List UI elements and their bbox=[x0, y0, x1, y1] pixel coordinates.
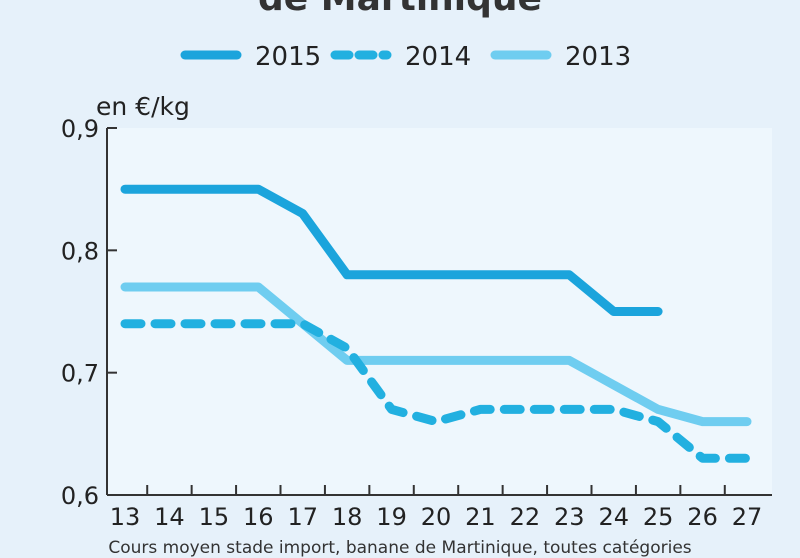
series-line-2015 bbox=[120, 184, 663, 316]
x-tick-label: 23 bbox=[554, 503, 585, 531]
x-tick-label: 19 bbox=[376, 503, 407, 531]
y-tick-label: 0,7 bbox=[61, 360, 99, 388]
x-tick-label: 27 bbox=[732, 503, 763, 531]
chart-title: de Martinique bbox=[0, 0, 800, 19]
y-tick-label: 0,8 bbox=[61, 237, 99, 265]
x-tick-label: 22 bbox=[510, 503, 541, 531]
legend-label-2015: 2015 bbox=[255, 42, 321, 72]
legend-label-2014: 2014 bbox=[405, 42, 471, 72]
x-tick-label: 21 bbox=[465, 503, 496, 531]
x-tick-label: 13 bbox=[110, 503, 141, 531]
x-tick-label: 18 bbox=[332, 503, 363, 531]
x-tick-label: 24 bbox=[598, 503, 629, 531]
series-line-2014 bbox=[120, 319, 752, 463]
plot-area bbox=[107, 128, 772, 495]
legend-label-2013: 2013 bbox=[565, 42, 631, 72]
legend: 2015 2014 2013 bbox=[180, 42, 631, 72]
x-tick-label: 20 bbox=[421, 503, 452, 531]
axes: 0,6 0,7 0,8 0,9 13 14 15 16 17 18 19 20 21 22 23 24 25 26… bbox=[61, 115, 772, 531]
series-layer bbox=[120, 184, 752, 463]
series-line-2013 bbox=[120, 282, 752, 427]
x-tick-label: 16 bbox=[243, 503, 274, 531]
footnote: Cours moyen stade import, banane de Mart… bbox=[108, 538, 692, 558]
y-unit-label: en €/kg bbox=[96, 92, 190, 121]
y-tick-label: 0,6 bbox=[61, 482, 99, 510]
x-tick-label: 17 bbox=[287, 503, 318, 531]
x-tick-label: 14 bbox=[154, 503, 185, 531]
x-tick-label: 26 bbox=[687, 503, 718, 531]
x-tick-label: 25 bbox=[643, 503, 674, 531]
x-tick-label: 15 bbox=[199, 503, 230, 531]
y-tick-label: 0,9 bbox=[61, 115, 99, 143]
